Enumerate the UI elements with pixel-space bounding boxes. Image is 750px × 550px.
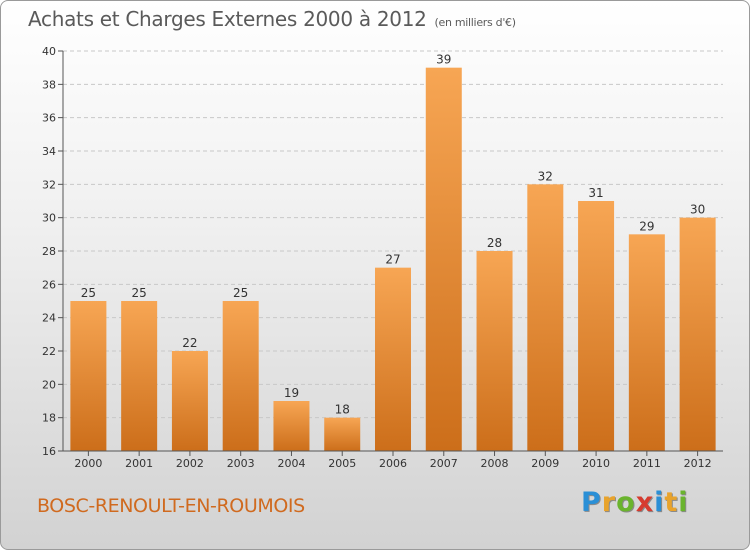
bar-2003 xyxy=(222,301,259,451)
x-axis: 2000 2001 2002 2003 2004 2005 2006 2007 2008 2009… xyxy=(63,450,723,470)
data-label-2009: 32 xyxy=(538,169,553,183)
data-label-2010: 31 xyxy=(588,186,603,200)
bar-2005 xyxy=(324,417,361,451)
data-label-2007: 39 xyxy=(436,53,451,67)
data-label-2003: 25 xyxy=(233,286,248,300)
proxiti-logo: Proxiti xyxy=(581,487,689,518)
bar-2007 xyxy=(425,67,462,452)
x-tick-label-2001: 2001 xyxy=(125,457,153,470)
bar-2011 xyxy=(628,234,665,451)
data-label-2006: 27 xyxy=(385,253,400,267)
y-tick-label: 16 xyxy=(42,445,56,458)
logo-letter: r xyxy=(601,487,617,518)
commune-name: BOSC-RENOULT-EN-ROUMOIS xyxy=(37,495,305,517)
chart-title: Achats et Charges Externes 2000 à 2012 (e… xyxy=(28,7,516,31)
x-tick-label-2010: 2010 xyxy=(582,457,610,470)
x-tick-label-2011: 2011 xyxy=(633,457,661,470)
y-tick-label: 34 xyxy=(42,145,56,158)
x-tick-label-2003: 2003 xyxy=(227,457,255,470)
x-tick-label-2009: 2009 xyxy=(531,457,559,470)
bar-2010 xyxy=(578,201,615,451)
x-tick-label-2005: 2005 xyxy=(328,457,356,470)
bar-2002 xyxy=(171,351,208,451)
x-tick-label-2002: 2002 xyxy=(176,457,204,470)
y-tick-label: 18 xyxy=(42,412,56,425)
x-tick-label-2000: 2000 xyxy=(74,457,102,470)
logo-letter: i xyxy=(654,487,665,518)
y-tick-label: 24 xyxy=(42,312,56,325)
y-tick-label: 26 xyxy=(42,278,56,291)
y-tick-label: 22 xyxy=(42,345,56,358)
x-tick-label-2007: 2007 xyxy=(430,457,458,470)
x-tick-label-2004: 2004 xyxy=(277,457,305,470)
logo-letter: i xyxy=(678,487,689,518)
chart-title-text: Achats et Charges Externes 2000 à 2012 xyxy=(28,7,427,31)
bar-2006 xyxy=(375,267,411,451)
y-tick-label: 40 xyxy=(42,45,56,58)
data-label-2005: 18 xyxy=(335,403,350,417)
bar-2001 xyxy=(121,301,158,451)
y-tick-label: 30 xyxy=(42,212,56,225)
logo-letter: P xyxy=(581,487,602,518)
bar-2004 xyxy=(273,401,310,451)
data-label-2001: 25 xyxy=(132,286,147,300)
data-label-2011: 29 xyxy=(639,219,654,233)
y-axis: 16 18 20 22 24 26 28 30 32 34 36 38 40 xyxy=(42,45,64,458)
logo-letter: x xyxy=(635,487,655,518)
data-label-2008: 28 xyxy=(487,236,502,250)
data-label-2000: 25 xyxy=(81,286,96,300)
chart-unit-label: (en milliers d'€) xyxy=(434,16,516,29)
bar-2009 xyxy=(527,184,564,452)
data-label-2002: 22 xyxy=(182,336,197,350)
logo-letter: o xyxy=(616,487,636,518)
x-tick-label-2008: 2008 xyxy=(481,457,509,470)
y-tick-label: 28 xyxy=(42,245,56,258)
bar-2000 xyxy=(70,301,107,451)
x-tick-label-2012: 2012 xyxy=(684,457,712,470)
logo-letter: t xyxy=(664,487,679,518)
bar-2012 xyxy=(679,217,716,451)
x-tick-label-2006: 2006 xyxy=(379,457,407,470)
y-tick-label: 36 xyxy=(42,112,56,125)
y-tick-label: 32 xyxy=(42,178,56,191)
bars: 25 25 22 25 19 18 27 39 28 32 31 29 30 xyxy=(70,53,716,452)
data-label-2012: 30 xyxy=(690,203,705,217)
y-tick-label: 38 xyxy=(42,78,56,91)
bar-2008 xyxy=(476,251,513,451)
data-label-2004: 19 xyxy=(284,386,299,400)
y-tick-label: 20 xyxy=(42,378,56,391)
